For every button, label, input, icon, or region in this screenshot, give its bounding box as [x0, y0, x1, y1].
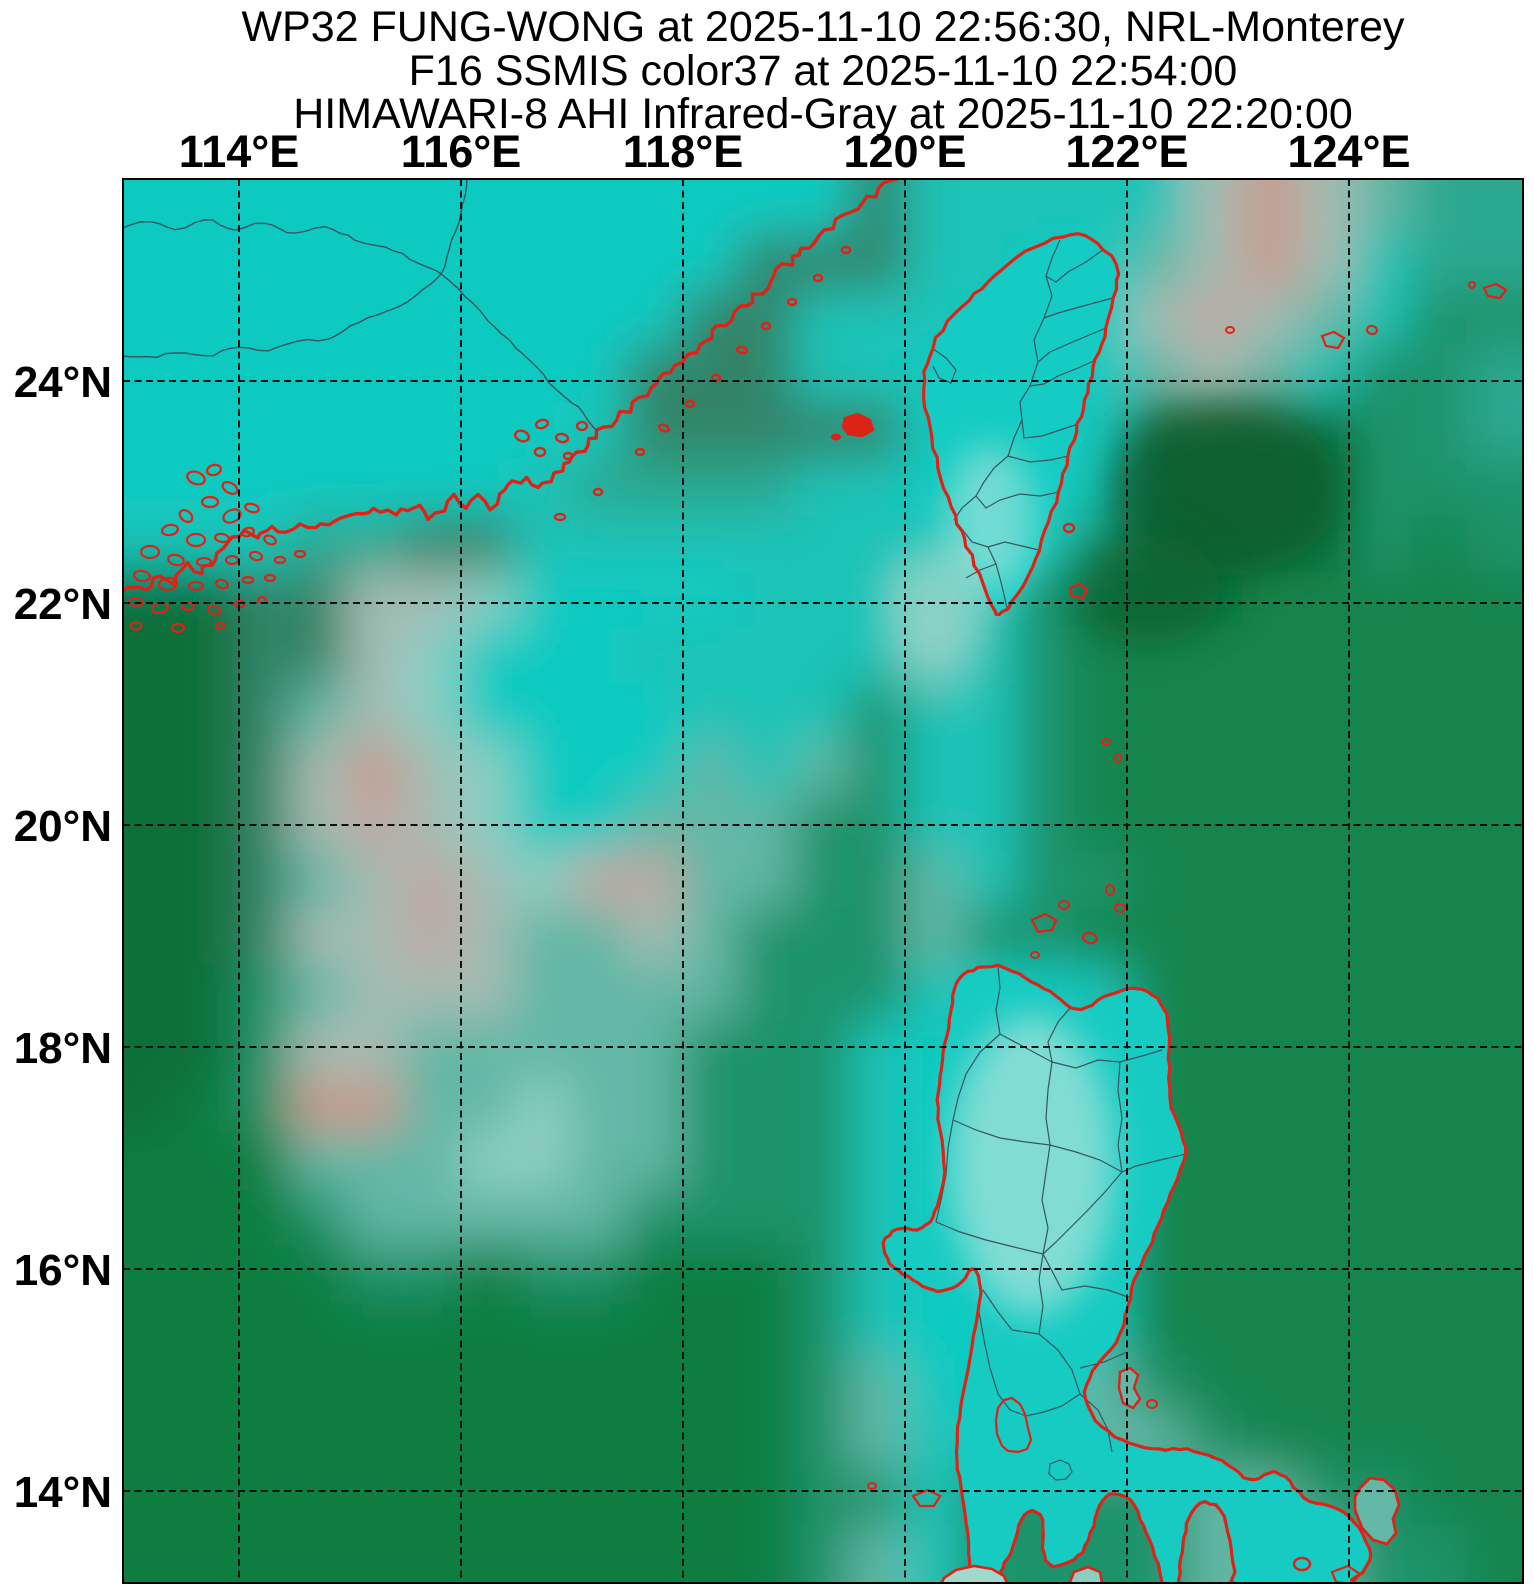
svg-text:24°N: 24°N — [14, 358, 112, 407]
svg-text:WP32 FUNG-WONG at 2025-11-10 2: WP32 FUNG-WONG at 2025-11-10 22:56:30, N… — [241, 3, 1405, 51]
svg-text:20°N: 20°N — [14, 802, 112, 851]
svg-text:124°E: 124°E — [1287, 126, 1410, 177]
svg-text:22°N: 22°N — [14, 580, 112, 629]
svg-text:F16 SSMIS color37 at 2025-11-1: F16 SSMIS color37 at 2025-11-10 22:54:00 — [409, 47, 1238, 95]
svg-text:120°E: 120°E — [843, 126, 966, 177]
svg-text:14°N: 14°N — [14, 1468, 112, 1517]
svg-text:HIMAWARI-8 AHI Infrared-Gray a: HIMAWARI-8 AHI Infrared-Gray at 2025-11-… — [293, 90, 1353, 138]
svg-text:118°E: 118°E — [623, 126, 744, 177]
svg-text:16°N: 16°N — [14, 1246, 112, 1295]
svg-text:122°E: 122°E — [1065, 126, 1188, 177]
svg-text:114°E: 114°E — [179, 126, 300, 177]
svg-text:116°E: 116°E — [401, 126, 522, 177]
svg-text:18°N: 18°N — [14, 1024, 112, 1073]
